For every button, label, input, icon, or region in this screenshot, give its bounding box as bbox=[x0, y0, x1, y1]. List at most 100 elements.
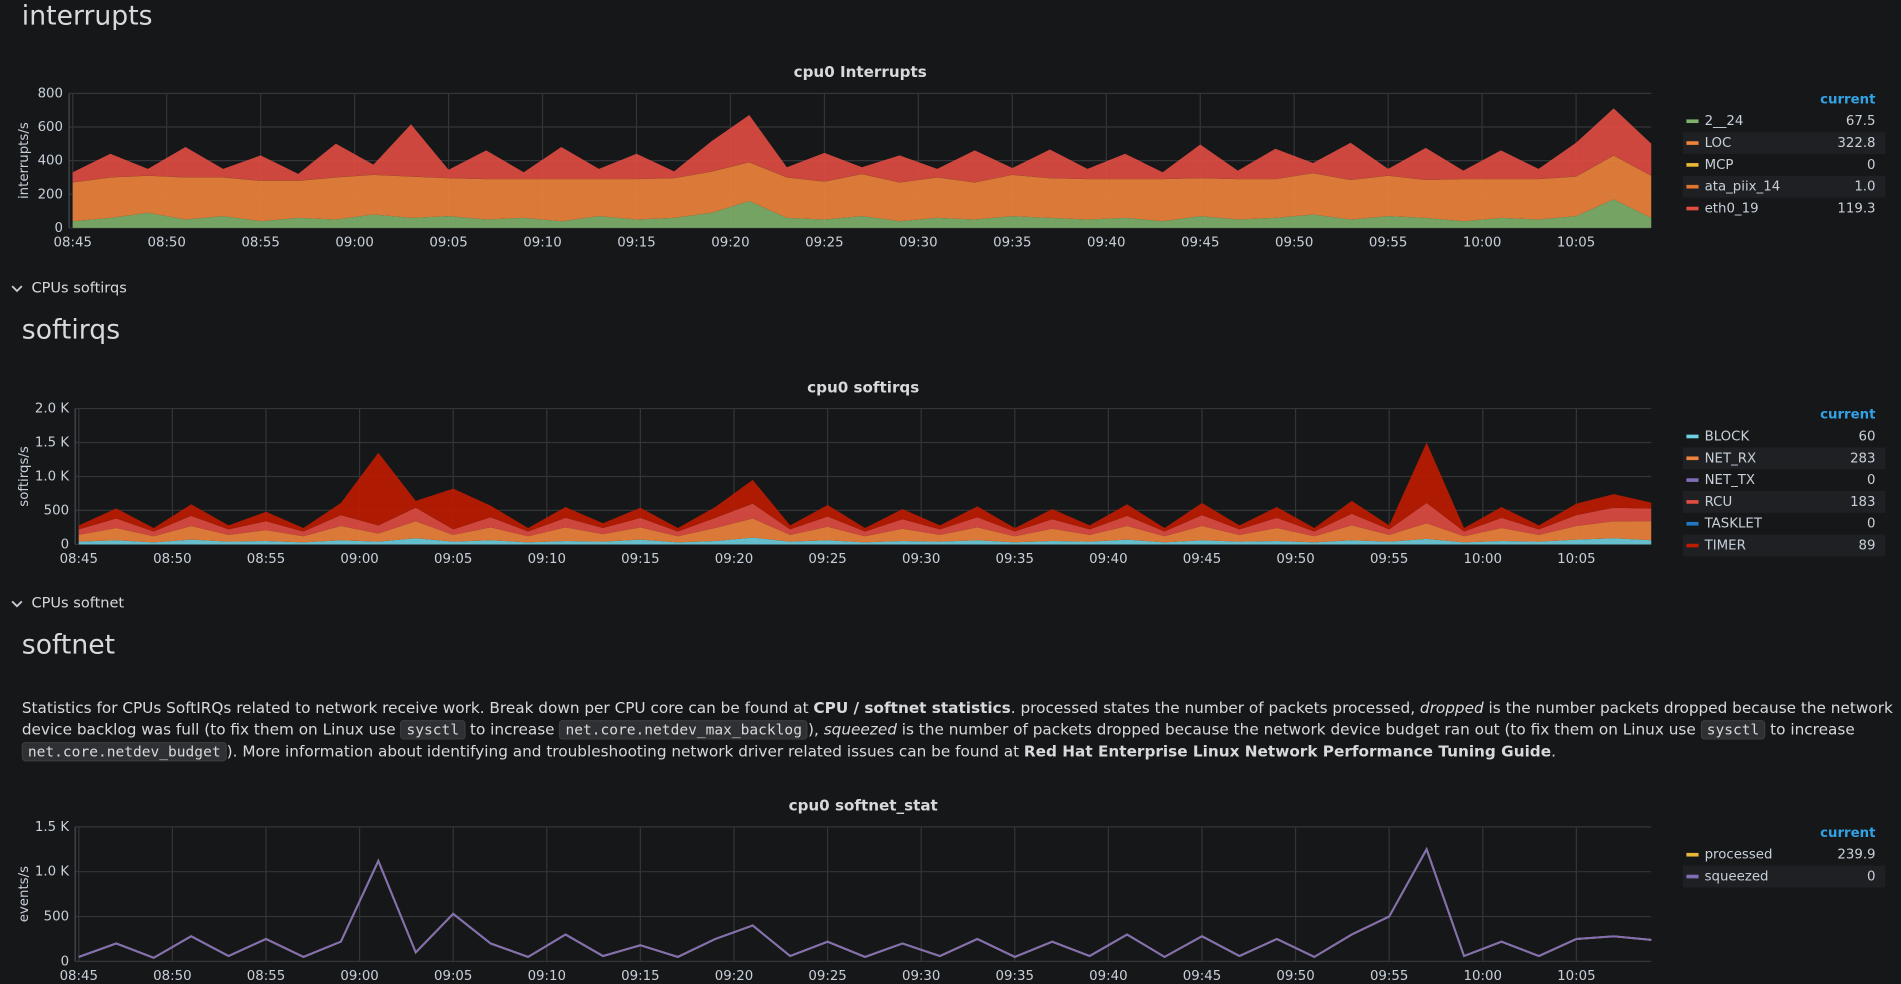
legend-swatch bbox=[1686, 163, 1699, 167]
y-tick-label: 1.5 K bbox=[35, 436, 70, 451]
legend-name: MCP bbox=[1705, 158, 1734, 173]
area-series bbox=[78, 442, 1652, 532]
y-axis-label: interrupts/s bbox=[17, 122, 32, 199]
text-run: to increase bbox=[465, 720, 560, 739]
legend-header: current bbox=[1820, 408, 1876, 423]
area-series bbox=[78, 518, 1652, 543]
y-tick-label: 500 bbox=[44, 910, 69, 925]
legend-name: TASKLET bbox=[1704, 517, 1763, 532]
x-tick-label: 08:50 bbox=[153, 969, 191, 983]
x-tick-label: 10:00 bbox=[1463, 235, 1501, 250]
legend-value: 239.9 bbox=[1837, 848, 1875, 863]
y-tick-label: 0 bbox=[61, 954, 69, 969]
legend-value: 283 bbox=[1850, 451, 1875, 466]
chart-title: cpu0 Interrupts bbox=[794, 63, 927, 81]
x-tick-label: 09:05 bbox=[429, 235, 467, 250]
text-run: Red Hat Enterprise Linux Network Perform… bbox=[1023, 741, 1552, 761]
y-tick-label: 0 bbox=[55, 221, 63, 236]
row-title[interactable]: CPUs softnet bbox=[32, 596, 125, 612]
text-run: . processed states the number of packets… bbox=[1010, 698, 1420, 717]
y-tick-label: 800 bbox=[38, 86, 63, 101]
y-tick-label: 500 bbox=[44, 503, 69, 518]
x-tick-label: 09:40 bbox=[1089, 552, 1127, 567]
legend-value: 183 bbox=[1850, 495, 1875, 510]
x-tick-label: 09:35 bbox=[996, 969, 1034, 983]
x-tick-label: 09:10 bbox=[523, 235, 561, 250]
x-tick-label: 09:25 bbox=[808, 969, 846, 983]
x-tick-label: 09:10 bbox=[528, 969, 566, 983]
area-series bbox=[72, 199, 1652, 228]
legend-swatch bbox=[1686, 478, 1699, 482]
x-tick-label: 10:05 bbox=[1557, 235, 1595, 250]
legend-name: 2__24 bbox=[1705, 114, 1744, 129]
legend-swatch bbox=[1686, 852, 1699, 857]
y-tick-label: 1.0 K bbox=[35, 469, 70, 484]
chevron-icon[interactable] bbox=[11, 285, 23, 293]
y-tick-label: 400 bbox=[38, 154, 63, 169]
row-header[interactable]: CPUs softirqs bbox=[11, 281, 127, 297]
text-run: squeezed bbox=[823, 720, 897, 739]
x-tick-label: 08:50 bbox=[147, 235, 185, 250]
y-axis-label: events/s bbox=[17, 866, 32, 922]
legend-value: 60 bbox=[1859, 429, 1876, 444]
x-tick-label: 09:20 bbox=[715, 552, 753, 567]
x-tick-label: 08:55 bbox=[241, 235, 279, 250]
row-header[interactable]: CPUs softnet bbox=[11, 596, 125, 612]
y-tick-label: 600 bbox=[38, 120, 63, 135]
y-tick-label: 200 bbox=[38, 187, 63, 202]
legend-value: 0 bbox=[1867, 870, 1875, 885]
x-tick-label: 10:00 bbox=[1464, 969, 1502, 983]
y-axis-label: softirqs/s bbox=[17, 446, 32, 507]
x-tick-label: 08:45 bbox=[60, 969, 98, 983]
legend-name: processed bbox=[1705, 848, 1773, 863]
x-tick-label: 09:05 bbox=[434, 552, 472, 567]
row-title[interactable]: CPUs softirqs bbox=[32, 281, 127, 297]
x-tick-label: 09:40 bbox=[1089, 969, 1127, 983]
x-tick-label: 09:10 bbox=[528, 552, 566, 567]
legend-value: 0 bbox=[1867, 517, 1875, 532]
x-tick-label: 08:45 bbox=[54, 235, 92, 250]
x-tick-label: 10:00 bbox=[1464, 552, 1502, 567]
x-tick-label: 09:50 bbox=[1276, 969, 1314, 983]
text-run: to increase bbox=[1765, 720, 1855, 739]
section-heading: softnet bbox=[22, 630, 115, 661]
text-run: dropped bbox=[1419, 698, 1484, 717]
x-tick-label: 09:05 bbox=[434, 969, 472, 983]
text-run: is the number of packets dropped because… bbox=[896, 720, 1701, 739]
legend-row-bg bbox=[1682, 447, 1886, 470]
x-tick-label: 09:35 bbox=[996, 552, 1034, 567]
chart-title: cpu0 softnet_stat bbox=[789, 797, 938, 815]
legend-swatch bbox=[1686, 434, 1699, 439]
legend-name: BLOCK bbox=[1705, 429, 1751, 444]
x-tick-label: 09:15 bbox=[617, 235, 655, 250]
legend-name: NET_RX bbox=[1705, 451, 1757, 466]
inline-code: sysctl bbox=[1700, 720, 1766, 740]
legend-swatch bbox=[1686, 874, 1699, 879]
legend-header: current bbox=[1820, 92, 1876, 107]
inline-code: net.core.netdev_max_backlog bbox=[559, 720, 809, 740]
legend-name: LOC bbox=[1705, 136, 1732, 151]
line-series bbox=[78, 846, 1652, 959]
legend-row-bg bbox=[1682, 132, 1886, 154]
x-tick-label: 09:25 bbox=[808, 552, 846, 567]
area-series bbox=[78, 502, 1652, 537]
x-tick-label: 09:45 bbox=[1183, 552, 1221, 567]
legend-swatch bbox=[1686, 500, 1699, 504]
y-tick-label: 2.0 K bbox=[35, 402, 70, 417]
area-series bbox=[78, 537, 1652, 545]
x-tick-label: 09:40 bbox=[1087, 235, 1125, 250]
x-tick-label: 09:20 bbox=[711, 235, 749, 250]
x-tick-label: 09:30 bbox=[902, 552, 940, 567]
legend-value: 0 bbox=[1867, 473, 1875, 488]
legend-name: eth0_19 bbox=[1705, 202, 1759, 217]
x-tick-label: 09:50 bbox=[1275, 235, 1313, 250]
y-tick-label: 0 bbox=[61, 537, 69, 552]
legend-swatch bbox=[1686, 119, 1699, 124]
description: Statistics for CPUs SoftIRQs related to … bbox=[21, 697, 1895, 762]
x-tick-label: 09:00 bbox=[340, 969, 378, 983]
chevron-icon[interactable] bbox=[11, 600, 23, 608]
area-series bbox=[72, 108, 1652, 183]
legend-row-bg bbox=[1682, 865, 1886, 888]
x-tick-label: 09:30 bbox=[899, 235, 937, 250]
legend-swatch bbox=[1686, 521, 1699, 526]
